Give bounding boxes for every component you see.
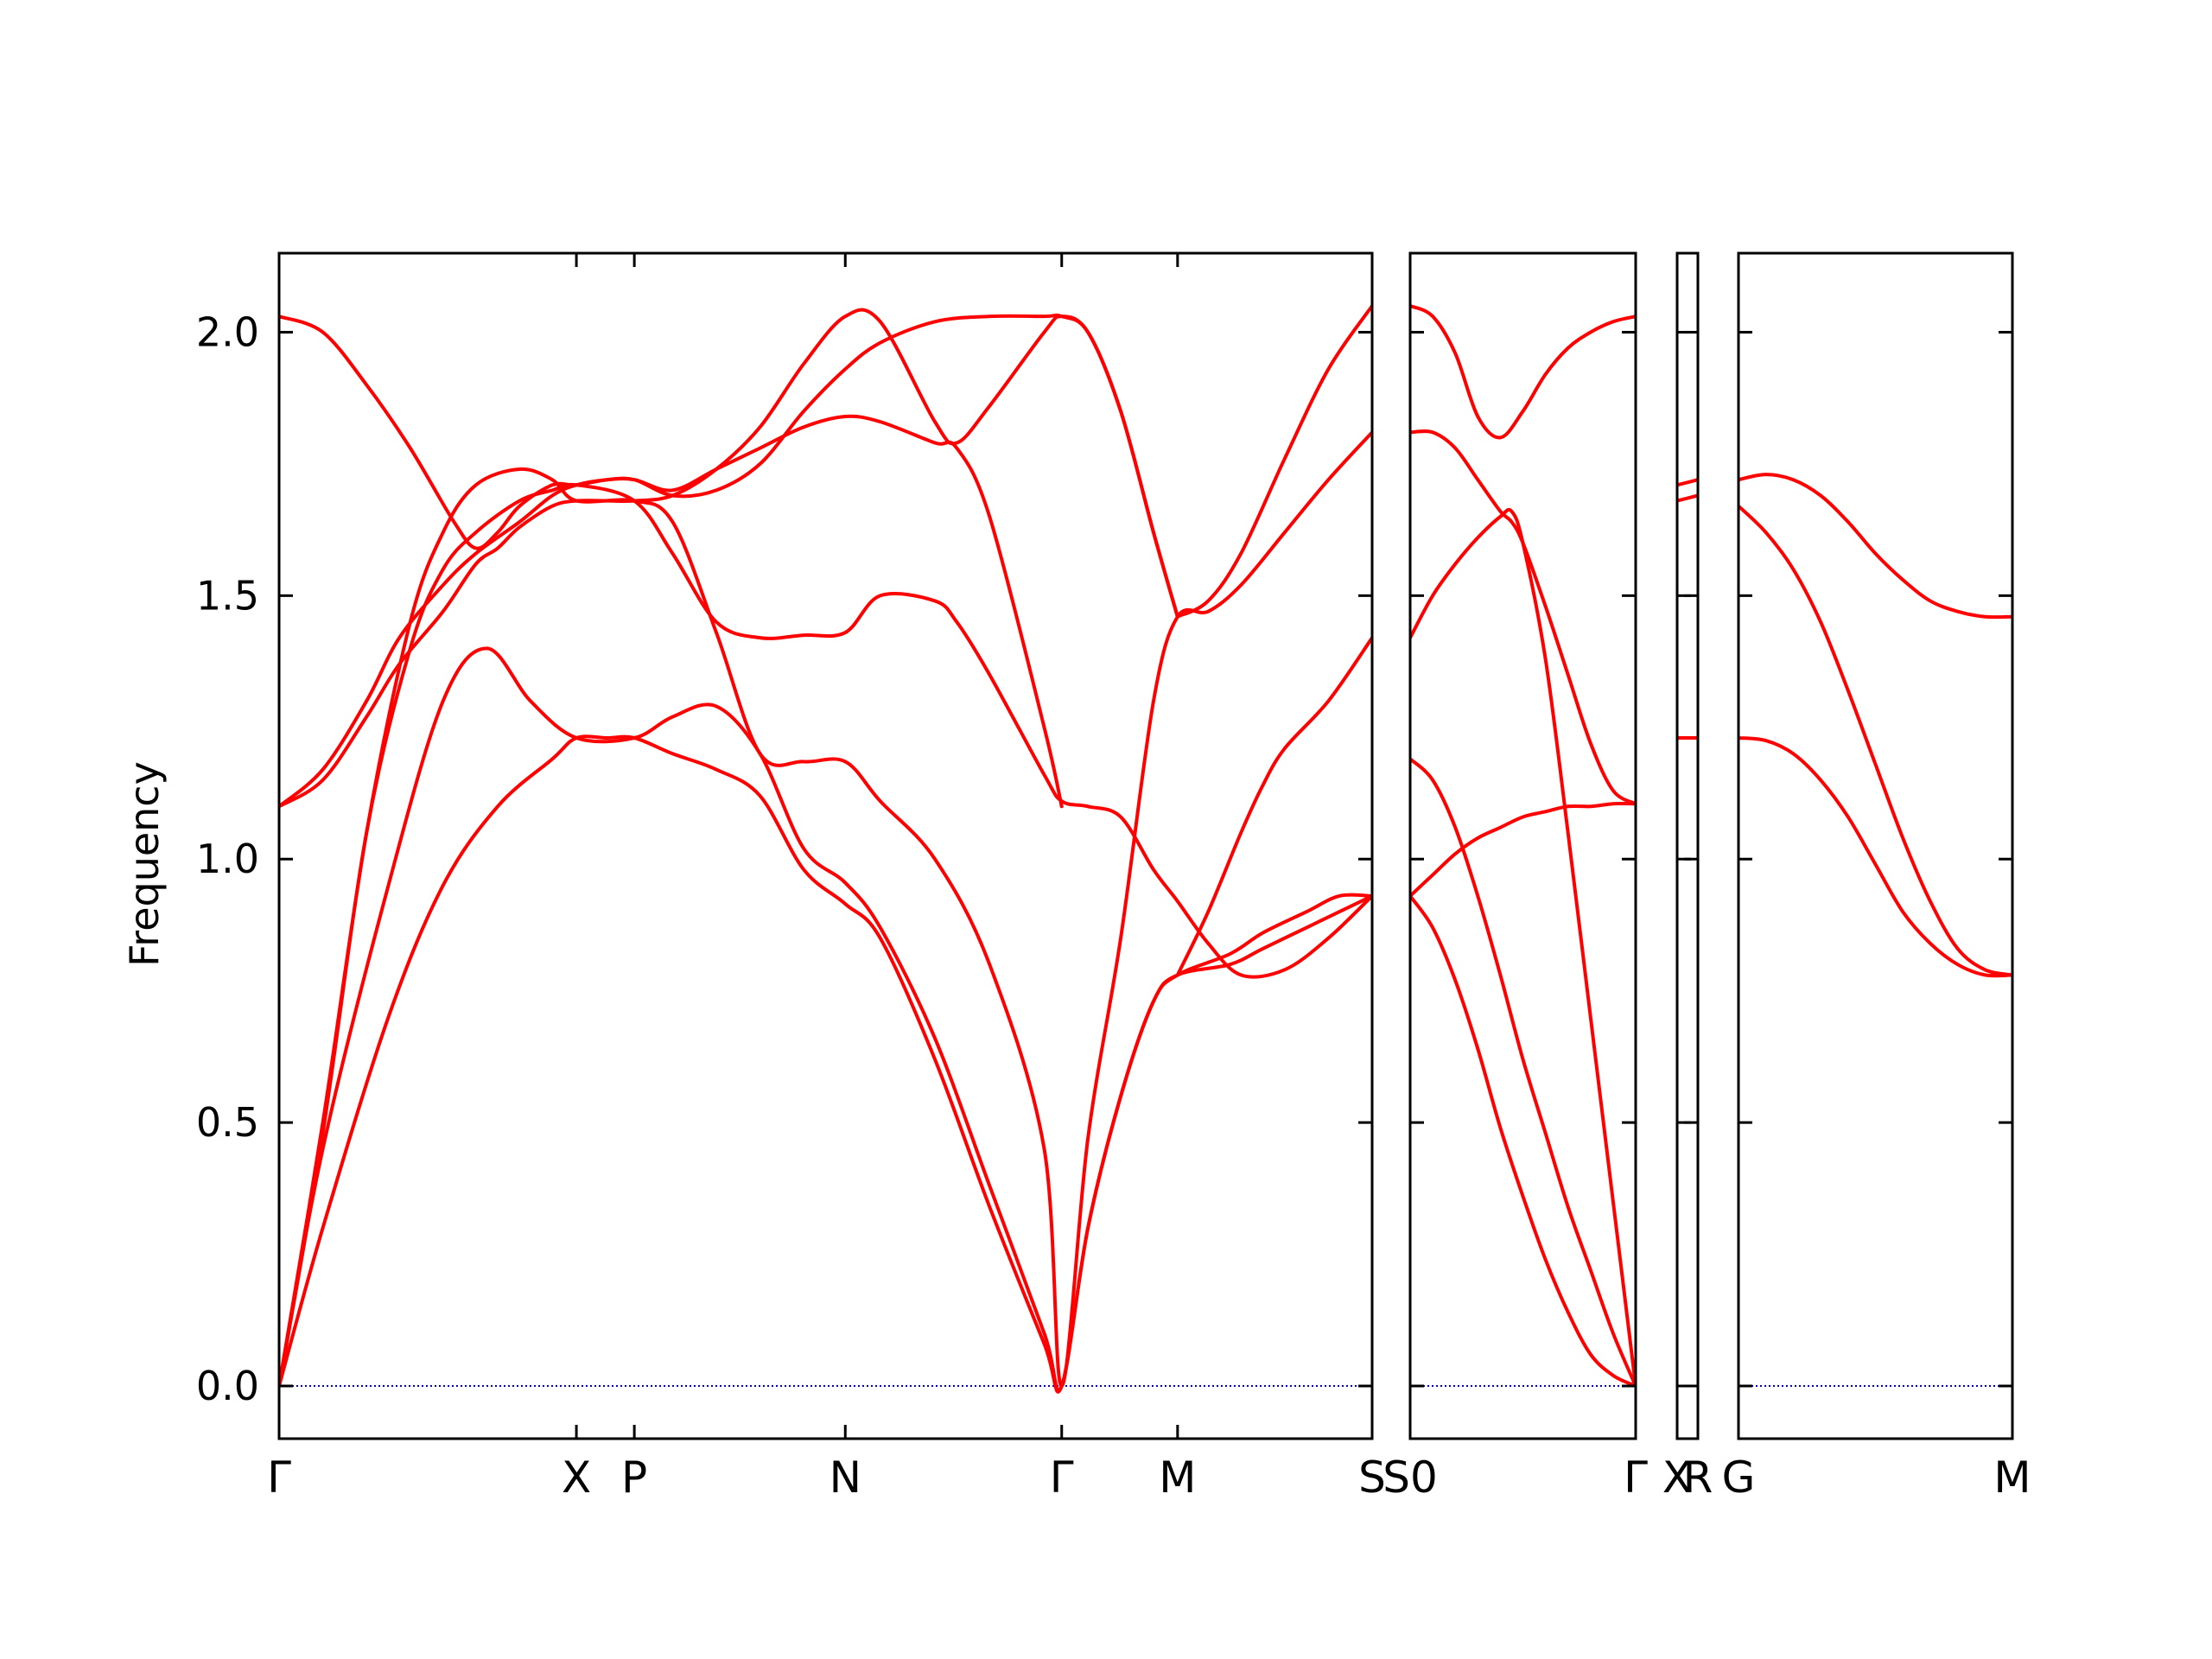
x-tick-label: S0 <box>1382 1452 1438 1503</box>
x-tick-label: R <box>1683 1452 1713 1503</box>
band-line-b5 <box>279 414 1064 809</box>
band-line-b2 <box>279 646 1372 1393</box>
band-line-b3 <box>279 430 1372 1389</box>
x-tick-label: S <box>1358 1452 1386 1503</box>
band-line-e1 <box>1738 736 2012 978</box>
band-line-e3 <box>1738 473 2012 620</box>
bands <box>1738 473 2012 978</box>
panel-p2: S0 Γ <box>1382 251 1648 1503</box>
band-line-c6 <box>1410 303 1636 440</box>
band-line-c3 <box>1410 801 1636 898</box>
panel-frame <box>1675 251 1700 1440</box>
bands <box>1410 303 1636 1389</box>
x-tick-label: X <box>1662 1452 1692 1503</box>
bands <box>279 303 1372 1394</box>
band-line-c2 <box>1410 757 1636 1389</box>
band-line-e2 <box>1738 504 2012 977</box>
x-tick-label: Γ <box>267 1452 291 1503</box>
band-line-b7 <box>279 313 1179 619</box>
y-axis-label: Frequency <box>121 761 168 967</box>
x-tick-label: Γ <box>1624 1452 1648 1503</box>
y-tick-label: 2.0 <box>196 308 259 355</box>
x-tick-label: P <box>621 1452 647 1503</box>
x-tick-label: X <box>562 1452 591 1503</box>
y-tick-label: 0.0 <box>196 1363 259 1409</box>
x-tick-label: M <box>1159 1452 1196 1503</box>
x-tick-label: Γ <box>1050 1452 1074 1503</box>
y-tick-label: 0.5 <box>196 1099 259 1146</box>
x-tick-label: G <box>1722 1452 1756 1503</box>
band-line-c1 <box>1410 893 1636 1389</box>
x-tick-label: M <box>1993 1452 2031 1503</box>
panel-frame <box>1408 251 1637 1440</box>
panels: Γ X P N Γ M SS0 Γ XR G M <box>267 251 2031 1503</box>
y-tick-label: 1.0 <box>196 836 259 882</box>
x-tick-label: N <box>830 1452 861 1503</box>
band-line-c5 <box>1410 429 1636 806</box>
panel-frame <box>277 251 1374 1440</box>
band-line-b8 <box>1175 636 1372 977</box>
panel-frame <box>1737 251 2014 1440</box>
band-line-b4 <box>279 482 1372 1389</box>
panel-p3: XR <box>1662 251 1713 1503</box>
y-axis: 0.0 0.5 1.0 1.5 2.0 <box>196 308 259 1409</box>
band-line-b9 <box>1175 303 1372 619</box>
y-tick-label: 1.5 <box>196 572 259 619</box>
band-line-c4 <box>1410 507 1636 1389</box>
